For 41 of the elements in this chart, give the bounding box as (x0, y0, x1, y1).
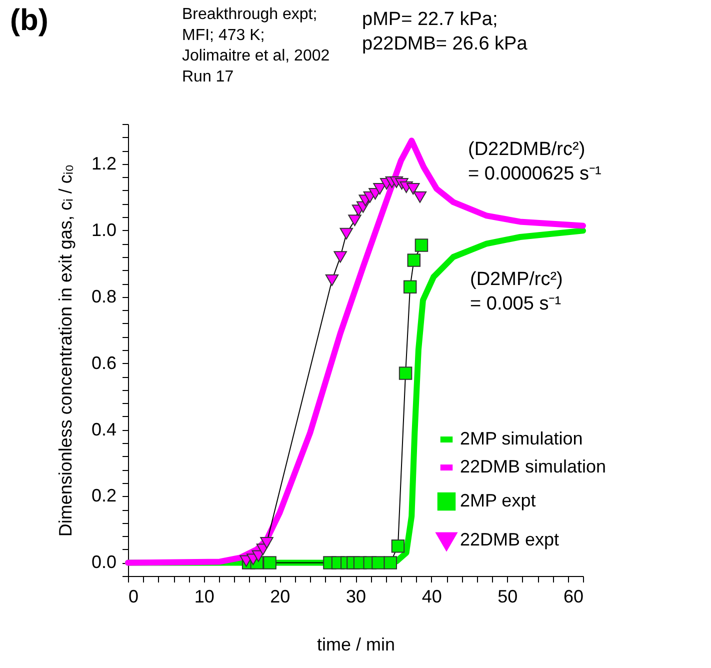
y-tick-label: 0.6 (91, 352, 116, 373)
point (263, 556, 276, 570)
point (373, 183, 386, 195)
y-tick-label: 0.4 (91, 419, 116, 440)
point (406, 183, 420, 195)
point (384, 556, 398, 570)
x-axis-title: time / min (316, 634, 396, 654)
point (403, 280, 417, 294)
point (414, 238, 428, 252)
legend-label: 2MP simulation (460, 428, 583, 448)
x-tick-label: 50 (498, 586, 518, 606)
y-tick-label: 0.0 (91, 552, 116, 572)
y-axis-title: Dimensionless concentration in exit gas, cᵢ / cᵢ₀ (55, 164, 76, 537)
text: Breakthrough expt; MFI; 473 K; Jolimaitre et al, 2002 Run 17 (182, 6, 330, 86)
point (372, 556, 385, 570)
point (413, 191, 427, 203)
text: (b) (10, 4, 48, 37)
legend-label: 22DMB simulation (460, 456, 606, 476)
x-tick-label: 40 (422, 586, 442, 606)
x-tick-label: 30 (346, 586, 366, 606)
point (407, 254, 421, 267)
legend-label: 2MP expt (460, 490, 536, 510)
legend-label: 22DMB expt (460, 530, 560, 550)
point (325, 274, 339, 286)
point (348, 214, 362, 226)
annotation: (D22DMB/rc²) = 0.0000625 s⁻¹ (468, 139, 602, 185)
point (260, 536, 274, 549)
point (334, 251, 347, 263)
x-tick-label: 60 (563, 586, 584, 606)
point (340, 228, 354, 240)
annotation: (D2MP/rc²) = 0.005 s⁻¹ (470, 269, 563, 315)
y-tick-label: 1.2 (91, 153, 116, 174)
x-tick-label: 0 (128, 586, 139, 606)
point (398, 366, 412, 380)
x-tick-label: 10 (194, 586, 214, 606)
y-tick-label: 0.8 (91, 286, 116, 306)
text: pMP= 22.7 kPa; p22DMB= 26.6 kPa (362, 9, 528, 55)
y-tick-label: 1.0 (91, 220, 116, 240)
y-tick-label: 0.2 (91, 486, 116, 506)
point (391, 539, 405, 553)
x-tick-label: 20 (270, 586, 290, 606)
